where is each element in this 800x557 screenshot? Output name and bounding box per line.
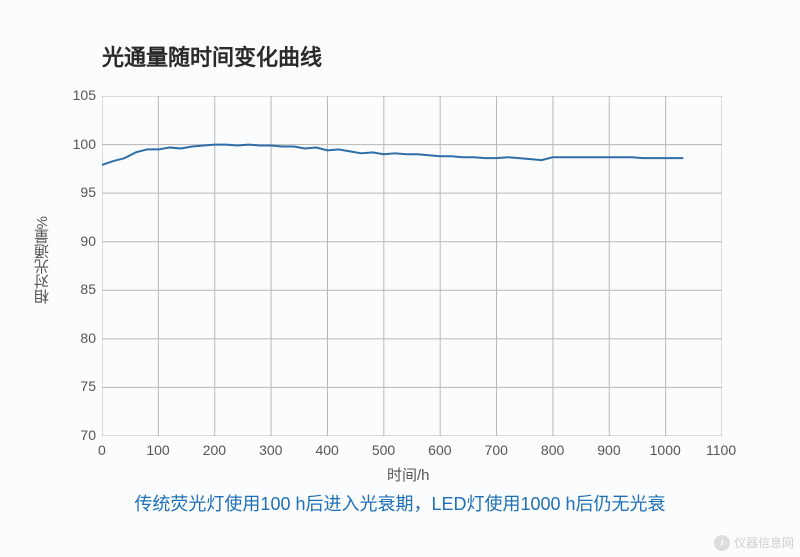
chart-caption: 传统荧光灯使用100 h后进入光衰期，LED灯使用1000 h后仍无光衰 <box>0 490 800 516</box>
x-axis-label: 时间/h <box>387 464 430 485</box>
y-tick-label: 95 <box>60 184 96 200</box>
x-tick-label: 1000 <box>650 442 681 458</box>
y-tick-label: 85 <box>60 281 96 297</box>
x-tick-label: 800 <box>541 442 564 458</box>
y-tick-label: 105 <box>60 87 96 103</box>
x-tick-label: 200 <box>203 442 226 458</box>
x-tick-label: 500 <box>372 442 395 458</box>
x-tick-label: 700 <box>485 442 508 458</box>
watermark-logo-icon: i <box>714 535 730 551</box>
y-axis-label: 相对光通量% <box>32 216 53 304</box>
x-tick-label: 600 <box>428 442 451 458</box>
y-tick-label: 100 <box>60 136 96 152</box>
chart-container: { "chart": { "type": "line", "title": "光… <box>0 0 800 557</box>
y-tick-label: 70 <box>60 427 96 443</box>
y-tick-label: 75 <box>60 378 96 394</box>
watermark: i 仪器信息网 <box>714 534 794 551</box>
x-tick-label: 1100 <box>706 442 736 458</box>
chart-plot-area <box>102 96 722 436</box>
x-tick-label: 300 <box>259 442 282 458</box>
y-tick-label: 90 <box>60 233 96 249</box>
x-tick-label: 100 <box>146 442 169 458</box>
x-tick-label: 900 <box>597 442 620 458</box>
chart-title: 光通量随时间变化曲线 <box>102 40 322 72</box>
y-tick-label: 80 <box>60 330 96 346</box>
watermark-text: 仪器信息网 <box>734 534 794 551</box>
x-tick-label: 0 <box>98 442 106 458</box>
x-tick-label: 400 <box>315 442 338 458</box>
